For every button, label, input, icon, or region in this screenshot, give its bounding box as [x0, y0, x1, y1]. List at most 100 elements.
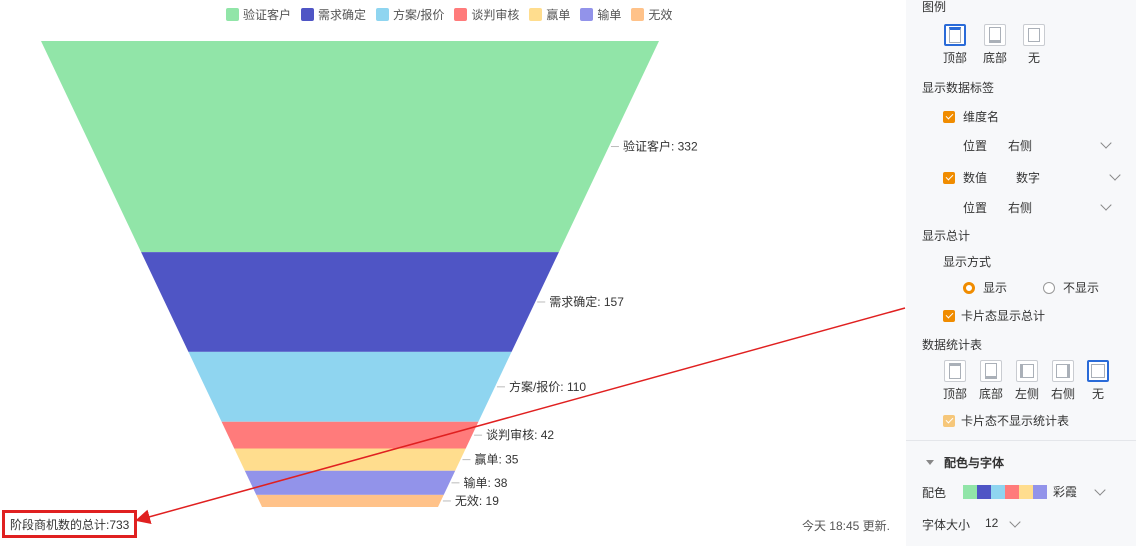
- legend-item[interactable]: 验证客户: [226, 6, 291, 23]
- stat-left-icon: [1016, 360, 1039, 382]
- stat-bottom-icon: [980, 360, 1003, 382]
- card-total-checkbox-row[interactable]: 卡片态显示总计: [943, 307, 1045, 324]
- value-checkbox[interactable]: [943, 171, 955, 184]
- legend-label: 无效: [648, 8, 673, 22]
- total-summary: 阶段商机数的总计:733: [2, 510, 138, 538]
- funnel-segment[interactable]: [244, 470, 456, 495]
- card-no-table-checkbox[interactable]: [943, 414, 955, 427]
- legend-section-title: 图例: [922, 0, 947, 14]
- font-size-label: 字体大小: [922, 518, 971, 532]
- palette-swatch: [963, 484, 977, 499]
- legend-top-icon: [944, 24, 966, 46]
- funnel-segment[interactable]: [221, 421, 479, 449]
- show-radio-row[interactable]: 显示: [963, 279, 1007, 296]
- legend-swatch: [529, 8, 543, 21]
- legend-swatch: [631, 8, 645, 21]
- position-label: 位置: [963, 139, 988, 153]
- total-section-title: 显示总计: [922, 229, 971, 243]
- caret-down-icon: [926, 460, 934, 465]
- legend-none-option[interactable]: 无: [1023, 24, 1046, 66]
- legend-item[interactable]: 输单: [580, 6, 621, 23]
- hide-radio[interactable]: [1043, 281, 1055, 294]
- funnel-segment[interactable]: [41, 41, 659, 253]
- stat-table-title: 数据统计表: [922, 338, 983, 352]
- stat-bottom-option[interactable]: 底部: [979, 360, 1003, 402]
- data-label-title: 显示数据标签: [922, 81, 995, 95]
- stat-top-option[interactable]: 顶部: [943, 360, 967, 402]
- divider: [906, 440, 1136, 441]
- legend-item[interactable]: 赢单: [529, 6, 570, 23]
- chevron-down-icon[interactable]: [1094, 484, 1106, 496]
- funnel-chart: 验证客户: 332 需求确定: 157 方案/报价: 110 谈判审核: 42 赢单: …: [41, 41, 906, 525]
- data-label: 赢单: 35: [474, 452, 518, 467]
- legend-swatch: [376, 8, 390, 21]
- legend-label: 谈判审核: [471, 8, 520, 22]
- annotation-arrow: [135, 307, 906, 525]
- update-time: 今天 18:45 更新.: [801, 519, 890, 533]
- stat-none-option[interactable]: 无: [1087, 360, 1110, 402]
- legend-label: 验证客户: [243, 8, 292, 22]
- display-mode-label: 显示方式: [943, 255, 992, 269]
- funnel-segment[interactable]: [188, 351, 512, 422]
- legend-swatch: [580, 8, 594, 21]
- legend-bottom-option[interactable]: 底部: [983, 24, 1007, 66]
- legend-swatch: [301, 8, 315, 21]
- font-size-select[interactable]: 12: [985, 516, 999, 530]
- chevron-down-icon[interactable]: [1100, 137, 1112, 149]
- chevron-down-icon[interactable]: [1009, 516, 1021, 528]
- legend-position-options: 顶部 底部 无: [943, 24, 1046, 66]
- position-label-2: 位置: [963, 201, 988, 215]
- legend-swatch: [454, 8, 468, 21]
- card-total-checkbox[interactable]: [943, 309, 955, 322]
- card-no-table-checkbox-row[interactable]: 卡片态不显示统计表: [943, 412, 1069, 429]
- color-palette: [963, 484, 1047, 499]
- funnel-segment[interactable]: [234, 448, 466, 471]
- legend-label: 需求确定: [318, 8, 367, 22]
- chevron-down-icon[interactable]: [1109, 169, 1121, 181]
- data-label: 输单: 38: [463, 475, 507, 490]
- funnel-segment[interactable]: [141, 252, 559, 352]
- legend-label: 方案/报价: [393, 8, 445, 22]
- legend-item[interactable]: 需求确定: [301, 6, 366, 23]
- palette-swatch: [977, 484, 991, 499]
- legend-label: 赢单: [546, 8, 571, 22]
- legend-item[interactable]: 谈判审核: [454, 6, 519, 23]
- legend-bottom-icon: [984, 24, 1007, 46]
- stat-right-option[interactable]: 右侧: [1051, 360, 1075, 402]
- legend-item[interactable]: 无效: [631, 6, 672, 23]
- stat-right-icon: [1052, 360, 1075, 382]
- position-select-2[interactable]: 右侧: [1008, 201, 1033, 215]
- value-type-select[interactable]: 数字: [1016, 171, 1041, 185]
- dim-name-checkbox[interactable]: [943, 110, 955, 123]
- legend-none-icon: [1023, 24, 1046, 46]
- color-label: 配色: [922, 486, 947, 500]
- palette-swatch: [1033, 484, 1047, 499]
- legend-swatch: [226, 8, 239, 21]
- funnel-segment[interactable]: [256, 494, 444, 507]
- chart-legend: 验证客户 需求确定 方案/报价 谈判审核 赢单 输单 无效: [226, 6, 672, 23]
- dim-name-checkbox-row[interactable]: 维度名: [943, 108, 999, 125]
- settings-panel: 图例 顶部 底部 无 显示数据标签 维度名 位置 右侧 数值 数字 位置 右侧 …: [906, 0, 1136, 546]
- palette-swatch: [1019, 484, 1033, 499]
- data-label: 无效: 19: [455, 493, 499, 508]
- stat-left-option[interactable]: 左侧: [1015, 360, 1039, 402]
- data-label: 验证客户: 332: [623, 139, 698, 154]
- data-label: 方案/报价: 110: [509, 379, 586, 394]
- total-text: 阶段商机数的总计:733: [10, 517, 130, 532]
- chart-area: 验证客户 需求确定 方案/报价 谈判审核 赢单 输单 无效 验证客户: 332 需…: [2, 6, 906, 538]
- chevron-down-icon[interactable]: [1100, 199, 1112, 211]
- stat-table-options: 顶部 底部 左侧 右侧 无: [943, 360, 1110, 402]
- data-label: 谈判审核: 42: [486, 427, 554, 442]
- show-radio[interactable]: [963, 281, 975, 294]
- data-label: 需求确定: 157: [549, 294, 624, 309]
- legend-top-option[interactable]: 顶部: [943, 24, 967, 66]
- value-checkbox-row[interactable]: 数值: [943, 169, 987, 186]
- color-font-section[interactable]: 配色与字体: [926, 454, 1004, 471]
- position-select[interactable]: 右侧: [1008, 139, 1033, 153]
- legend-item[interactable]: 方案/报价: [376, 6, 444, 23]
- stat-none-icon: [1087, 360, 1110, 382]
- palette-swatch: [991, 484, 1005, 499]
- legend-label: 输单: [597, 8, 622, 22]
- color-scheme-select[interactable]: 彩霞: [963, 483, 1077, 500]
- hide-radio-row[interactable]: 不显示: [1043, 279, 1099, 296]
